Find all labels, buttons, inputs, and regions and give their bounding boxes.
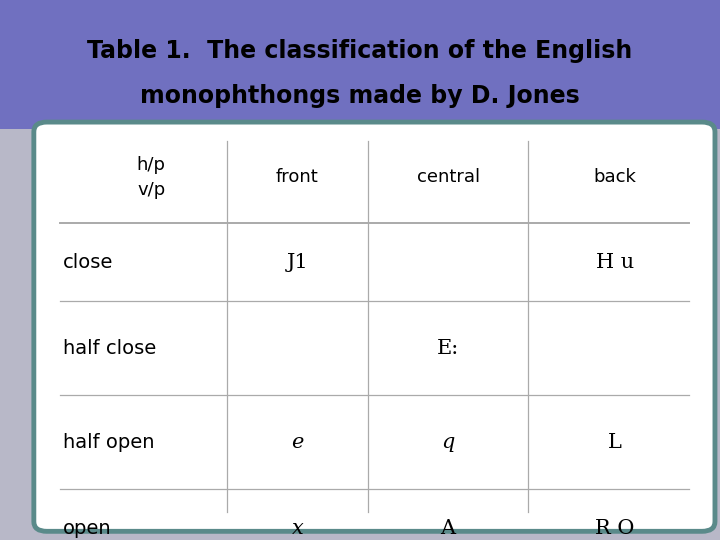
Text: central: central — [417, 168, 480, 186]
Text: L: L — [608, 433, 622, 452]
Text: h/p
v/p: h/p v/p — [137, 156, 166, 199]
Text: e: e — [291, 433, 304, 452]
Text: R O: R O — [595, 519, 635, 538]
Text: half open: half open — [63, 433, 155, 452]
Text: close: close — [63, 253, 114, 272]
Text: open: open — [63, 519, 112, 538]
Text: back: back — [594, 168, 636, 186]
Text: H u: H u — [596, 253, 634, 272]
Text: J1: J1 — [287, 253, 308, 272]
Text: monophthongs made by D. Jones: monophthongs made by D. Jones — [140, 84, 580, 107]
FancyBboxPatch shape — [0, 0, 720, 129]
Text: A: A — [441, 519, 456, 538]
FancyBboxPatch shape — [34, 122, 715, 531]
Text: front: front — [276, 168, 319, 186]
Text: Table 1.  The classification of the English: Table 1. The classification of the Engli… — [87, 39, 633, 63]
Text: q: q — [441, 433, 455, 452]
Text: half close: half close — [63, 339, 157, 357]
Text: E:: E: — [437, 339, 459, 357]
Text: x: x — [292, 519, 303, 538]
